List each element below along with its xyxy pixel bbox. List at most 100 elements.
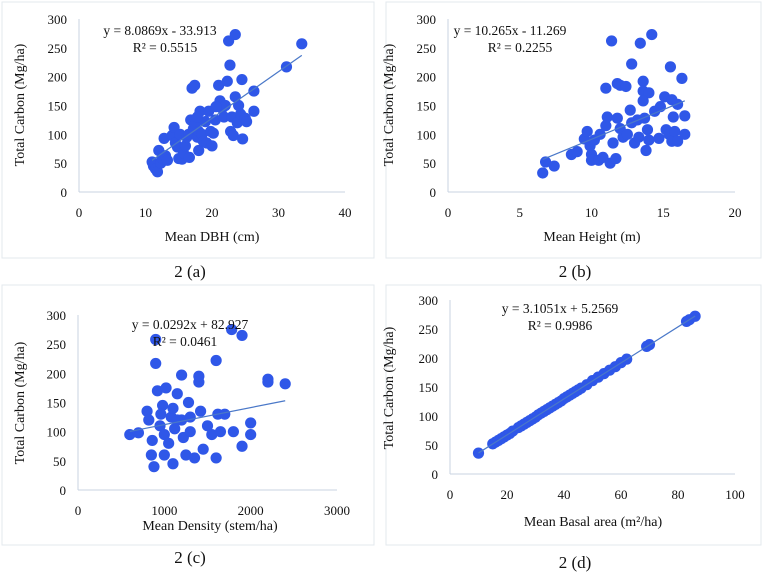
r-squared-label: R² = 0.0461 (153, 334, 218, 349)
data-point (209, 114, 221, 126)
data-point (611, 112, 623, 124)
data-point (633, 131, 645, 143)
y-tick-label: 100 (419, 409, 439, 424)
x-tick-label: 3000 (324, 503, 350, 518)
data-point (210, 354, 222, 367)
data-point (672, 135, 684, 147)
data-point (227, 129, 239, 142)
x-tick-label: 20 (206, 205, 219, 220)
data-point (183, 151, 195, 163)
y-tick-label: 0 (61, 185, 68, 200)
data-point (197, 443, 209, 455)
data-point (236, 440, 248, 452)
data-point (227, 426, 239, 438)
x-tick-label: 10 (139, 205, 152, 220)
panel-caption: 2 (c) (174, 548, 206, 567)
data-point (148, 461, 160, 473)
data-point (151, 166, 164, 178)
data-point (248, 85, 260, 97)
x-tick-label: 100 (725, 487, 745, 502)
data-point (296, 38, 308, 50)
y-axis-label: Total Carbon (Mg/ha) (382, 43, 397, 166)
data-point (155, 408, 167, 420)
data-point (605, 35, 618, 47)
data-point (646, 28, 658, 41)
data-point (226, 323, 238, 336)
data-point (179, 140, 191, 152)
data-point (150, 357, 162, 370)
data-point (233, 99, 245, 112)
x-axis-label: Mean Basal area (m²/ha) (524, 515, 663, 530)
data-point (124, 428, 136, 441)
x-tick-label: 1000 (151, 503, 177, 518)
data-point (171, 414, 183, 426)
r-squared-label: R² = 0.5515 (133, 40, 198, 55)
data-point (180, 449, 192, 461)
y-tick-label: 150 (47, 396, 67, 411)
x-tick-label: 20 (729, 205, 742, 220)
y-tick-label: 100 (417, 127, 437, 142)
x-axis-label: Mean DBH (cm) (165, 230, 260, 245)
data-point (245, 417, 257, 429)
data-point (167, 458, 179, 470)
x-tick-label: 80 (672, 487, 685, 502)
data-point (141, 405, 153, 417)
data-point (188, 452, 201, 464)
data-point (214, 426, 227, 438)
x-tick-label: 10 (585, 205, 598, 220)
y-tick-label: 50 (53, 454, 66, 469)
y-tick-label: 150 (48, 99, 68, 114)
data-point (236, 329, 248, 342)
x-axis-label: Mean Height (m) (543, 230, 641, 245)
y-tick-label: 0 (60, 483, 67, 498)
data-point (191, 111, 203, 123)
y-axis-label: Total Carbon (Mg/ha) (13, 341, 28, 464)
data-point (201, 420, 214, 432)
data-point (146, 434, 158, 447)
data-point (634, 37, 646, 49)
data-point (194, 405, 207, 417)
x-tick-label: 40 (339, 205, 352, 220)
data-point (143, 414, 155, 426)
data-point (167, 402, 179, 414)
y-tick-label: 300 (47, 308, 67, 323)
data-point (236, 73, 248, 86)
regression-equation: y = 3.1051x + 5.2569 (502, 301, 619, 316)
x-tick-label: 0 (76, 205, 83, 220)
data-point (158, 449, 170, 461)
data-point (157, 399, 169, 412)
y-tick-label: 150 (417, 99, 437, 114)
data-point (206, 140, 218, 152)
data-point (472, 447, 485, 459)
y-tick-label: 300 (419, 293, 439, 308)
x-tick-label: 40 (558, 487, 571, 502)
panel-caption: 2 (b) (559, 262, 592, 281)
data-point (151, 385, 164, 397)
data-point (245, 428, 257, 441)
data-point (600, 82, 612, 94)
y-axis-label: Total Carbon (Mg/ha) (382, 326, 397, 449)
data-point (667, 111, 679, 123)
x-tick-label: 0 (75, 503, 82, 518)
data-point (624, 104, 636, 116)
data-point (607, 137, 619, 149)
regression-equation: y = 0.0292x + 82.927 (132, 317, 249, 332)
data-point (279, 378, 291, 390)
panel-frame (385, 1, 762, 259)
x-tick-label: 0 (447, 487, 454, 502)
data-point (210, 101, 222, 113)
data-point (548, 160, 560, 172)
data-point (193, 370, 205, 382)
data-point (610, 152, 622, 165)
y-tick-label: 200 (47, 366, 67, 381)
x-tick-label: 30 (272, 205, 285, 220)
data-point (620, 80, 632, 93)
data-point (207, 127, 219, 139)
y-tick-label: 200 (419, 351, 439, 366)
data-point (248, 105, 260, 117)
x-tick-label: 5 (517, 205, 524, 220)
data-point (601, 111, 613, 123)
trend-line (151, 54, 303, 161)
data-point (653, 132, 665, 144)
